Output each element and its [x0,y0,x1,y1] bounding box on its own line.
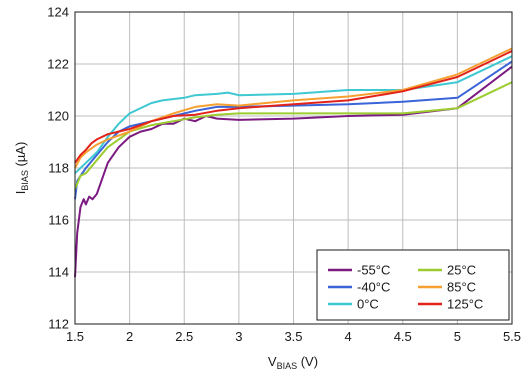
series-line-2 [74,55,513,174]
y-tick-label: 120 [47,109,69,124]
x-tick-label: 3.5 [284,329,302,344]
legend-label: 0°C [357,297,379,312]
x-tick-label: 4.5 [394,329,412,344]
x-axis-label-main: V [268,354,277,369]
legend-label: -40°C [357,280,390,295]
legend-box [316,249,510,321]
x-tick-label: 2.5 [175,329,193,344]
y-tick-label: 124 [47,5,69,20]
legend-label: -55°C [357,263,390,278]
x-tick-labels: 1.5 2 2.5 3 3.5 4 4.5 5 5.5 [66,329,521,344]
series-lines [74,47,513,278]
x-axis-label-sub: BIAS [277,361,298,371]
series-line-3 [74,81,513,190]
x-tick-label: 4 [345,329,352,344]
x-axis-label: VBIAS (V) [268,354,318,371]
y-tick-label: 116 [48,213,69,228]
grid [74,11,513,325]
legend-label: 125°C [447,297,483,312]
series-line-0 [74,65,513,278]
x-tick-label: 3 [235,329,242,344]
y-tick-label: 122 [47,57,69,72]
y-tick-label: 118 [48,161,69,176]
x-tick-label: 5 [454,329,461,344]
x-tick-label: 1.5 [66,329,84,344]
x-axis-label-unit: (V) [297,354,318,369]
y-tick-label: 112 [48,317,69,332]
y-axis-label-unit: (µA) [13,142,28,170]
y-axis-label-sub: BIAS [20,170,30,191]
series-line-5 [74,50,513,164]
y-axis-label: IBIAS (µA) [13,142,30,195]
y-axis-label-main: I [13,191,28,195]
y-tick-label: 114 [48,265,69,280]
x-tick-label: 2 [126,329,133,344]
legend: -55°C -40°C 0°C 25°C 85°C 125°C [316,249,510,321]
legend-label: 85°C [447,280,476,295]
series-line-4 [74,47,513,169]
legend-label: 25°C [447,263,476,278]
x-tick-label: 5.5 [503,329,521,344]
y-tick-labels: 112 114 116 118 120 122 124 [47,5,69,332]
plot-frame [74,11,513,325]
